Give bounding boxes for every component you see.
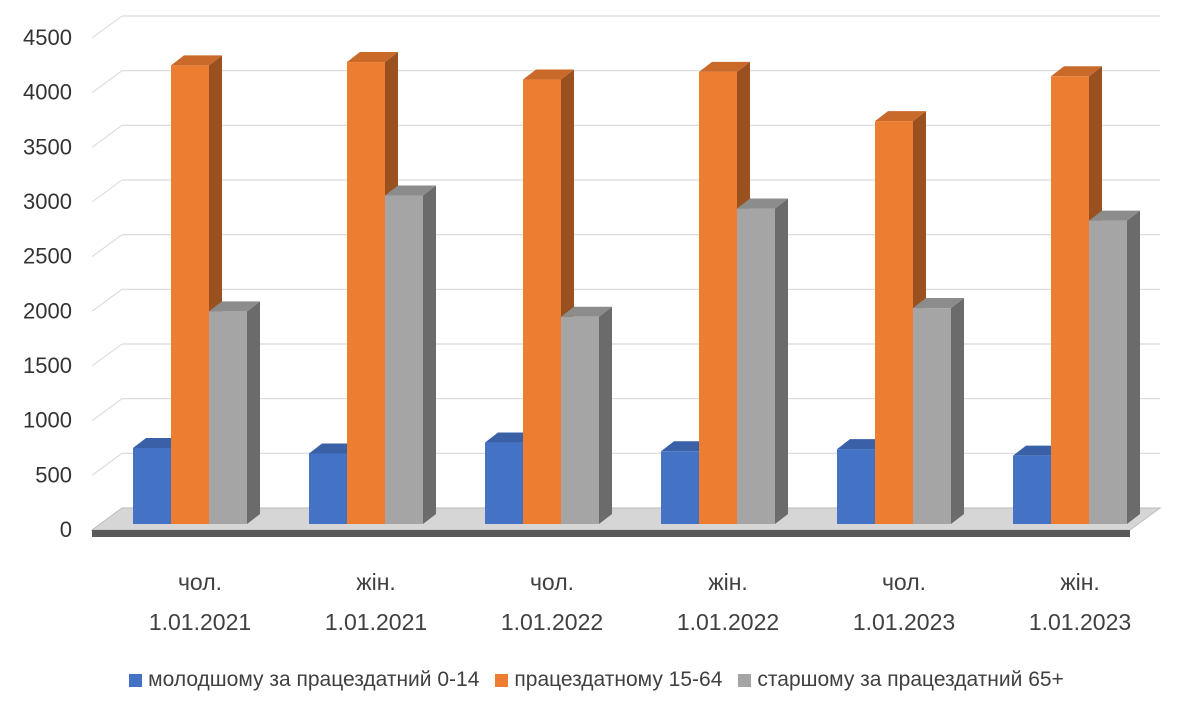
bar-s1-c1 bbox=[347, 62, 385, 524]
bar-s1-c4 bbox=[875, 121, 913, 525]
x-tick-label-c5-l0: жін. bbox=[1060, 569, 1100, 595]
gridline-depth-9 bbox=[91, 15, 123, 39]
bar-s1-c0 bbox=[171, 65, 209, 524]
bar-s0-c2 bbox=[485, 442, 523, 524]
chart-canvas: 0 500 1000 1500 2000 2500 3000 3500 4000 4500 чол.… bbox=[23, 15, 1162, 635]
bar-s1-c2 bbox=[523, 79, 561, 525]
bar-s2-c4 bbox=[913, 308, 951, 524]
legend-swatch-gray bbox=[738, 673, 752, 687]
legend: молодшому за працездатний 0-14 працездат… bbox=[0, 668, 1193, 692]
bar-s0-c3 bbox=[661, 451, 699, 524]
bar-s0-c0 bbox=[133, 448, 171, 524]
bar-top-s1-c3 bbox=[699, 61, 750, 72]
bar-side-s2-c0 bbox=[247, 301, 260, 524]
gridline-depth-2 bbox=[91, 398, 123, 422]
bar-top-s2-c5 bbox=[1089, 210, 1140, 221]
x-tick-label-c2-l1: 1.01.2022 bbox=[501, 609, 603, 635]
gridline-depth-4 bbox=[91, 288, 123, 312]
gridline-depth-5 bbox=[91, 234, 123, 258]
gridline-depth-1 bbox=[91, 452, 123, 476]
bar-top-s2-c0 bbox=[209, 301, 260, 312]
legend-label-15-64: працездатному 15-64 bbox=[514, 668, 723, 691]
legend-label-65-plus: старшому за працездатний 65+ bbox=[757, 668, 1064, 691]
bar-side-s2-c4 bbox=[951, 298, 964, 524]
bar-top-s1-c0 bbox=[171, 55, 222, 66]
bar-s0-c5 bbox=[1013, 455, 1051, 524]
bar-top-s2-c1 bbox=[385, 185, 436, 196]
bar-s1-c3 bbox=[699, 71, 737, 524]
legend-item-65-plus: старшому за працездатний 65+ bbox=[738, 668, 1064, 692]
x-tick-label-c2-l0: чол. bbox=[530, 569, 574, 595]
x-tick-label-c0-l1: 1.01.2021 bbox=[149, 609, 251, 635]
bar-top-s1-c2 bbox=[523, 69, 574, 80]
y-tick-label-0: 0 bbox=[60, 517, 72, 542]
bar-top-s1-c5 bbox=[1051, 66, 1102, 77]
chart-floor-edge bbox=[92, 530, 1130, 537]
bar-s2-c1 bbox=[385, 195, 423, 524]
gridline-depth-8 bbox=[91, 70, 123, 94]
bar-top-s2-c3 bbox=[737, 198, 788, 209]
x-tick-label-c5-l1: 1.01.2023 bbox=[1029, 609, 1131, 635]
bar-s2-c2 bbox=[561, 316, 599, 524]
bar-s2-c5 bbox=[1089, 220, 1127, 524]
x-tick-label-c4-l0: чол. bbox=[882, 569, 926, 595]
x-tick-label-c0-l0: чол. bbox=[178, 569, 222, 595]
y-tick-label-1: 500 bbox=[35, 462, 72, 487]
bar-top-s2-c4 bbox=[913, 298, 964, 309]
bar-side-s2-c1 bbox=[423, 185, 436, 524]
bar-s1-c5 bbox=[1051, 76, 1089, 525]
bar-side-s2-c5 bbox=[1127, 210, 1140, 524]
bar-top-s1-c1 bbox=[347, 52, 398, 63]
bar-s2-c0 bbox=[209, 311, 247, 524]
bar-side-s2-c2 bbox=[599, 306, 612, 524]
x-tick-label-c1-l0: жін. bbox=[356, 569, 396, 595]
bar-s0-c1 bbox=[309, 453, 347, 524]
x-tick-label-c3-l0: жін. bbox=[708, 569, 748, 595]
legend-swatch-orange bbox=[495, 673, 509, 687]
bar-top-s1-c4 bbox=[875, 111, 926, 122]
y-tick-label-6: 3000 bbox=[23, 189, 72, 214]
y-tick-label-5: 2500 bbox=[23, 244, 72, 269]
bar-s0-c4 bbox=[837, 449, 875, 524]
gridline-depth-3 bbox=[91, 343, 123, 367]
y-tick-label-7: 3500 bbox=[23, 134, 72, 159]
x-tick-label-c3-l1: 1.01.2022 bbox=[677, 609, 779, 635]
x-tick-label-c4-l1: 1.01.2023 bbox=[853, 609, 955, 635]
legend-swatch-blue bbox=[129, 673, 143, 687]
x-tick-label-c1-l1: 1.01.2021 bbox=[325, 609, 427, 635]
bar-side-s2-c3 bbox=[775, 198, 788, 524]
gridline-depth-6 bbox=[91, 179, 123, 203]
legend-item-0-14: молодшому за працездатний 0-14 bbox=[129, 668, 479, 692]
y-tick-label-8: 4000 bbox=[23, 80, 72, 105]
legend-label-0-14: молодшому за працездатний 0-14 bbox=[148, 668, 480, 691]
bar-top-s2-c2 bbox=[561, 306, 612, 317]
y-tick-label-9: 4500 bbox=[23, 25, 72, 50]
y-tick-label-4: 2000 bbox=[23, 298, 72, 323]
y-tick-label-2: 1000 bbox=[23, 408, 72, 433]
y-tick-label-3: 1500 bbox=[23, 353, 72, 378]
gridline-depth-7 bbox=[91, 124, 123, 148]
legend-item-15-64: працездатному 15-64 bbox=[495, 668, 722, 692]
bar-s2-c3 bbox=[737, 208, 775, 524]
